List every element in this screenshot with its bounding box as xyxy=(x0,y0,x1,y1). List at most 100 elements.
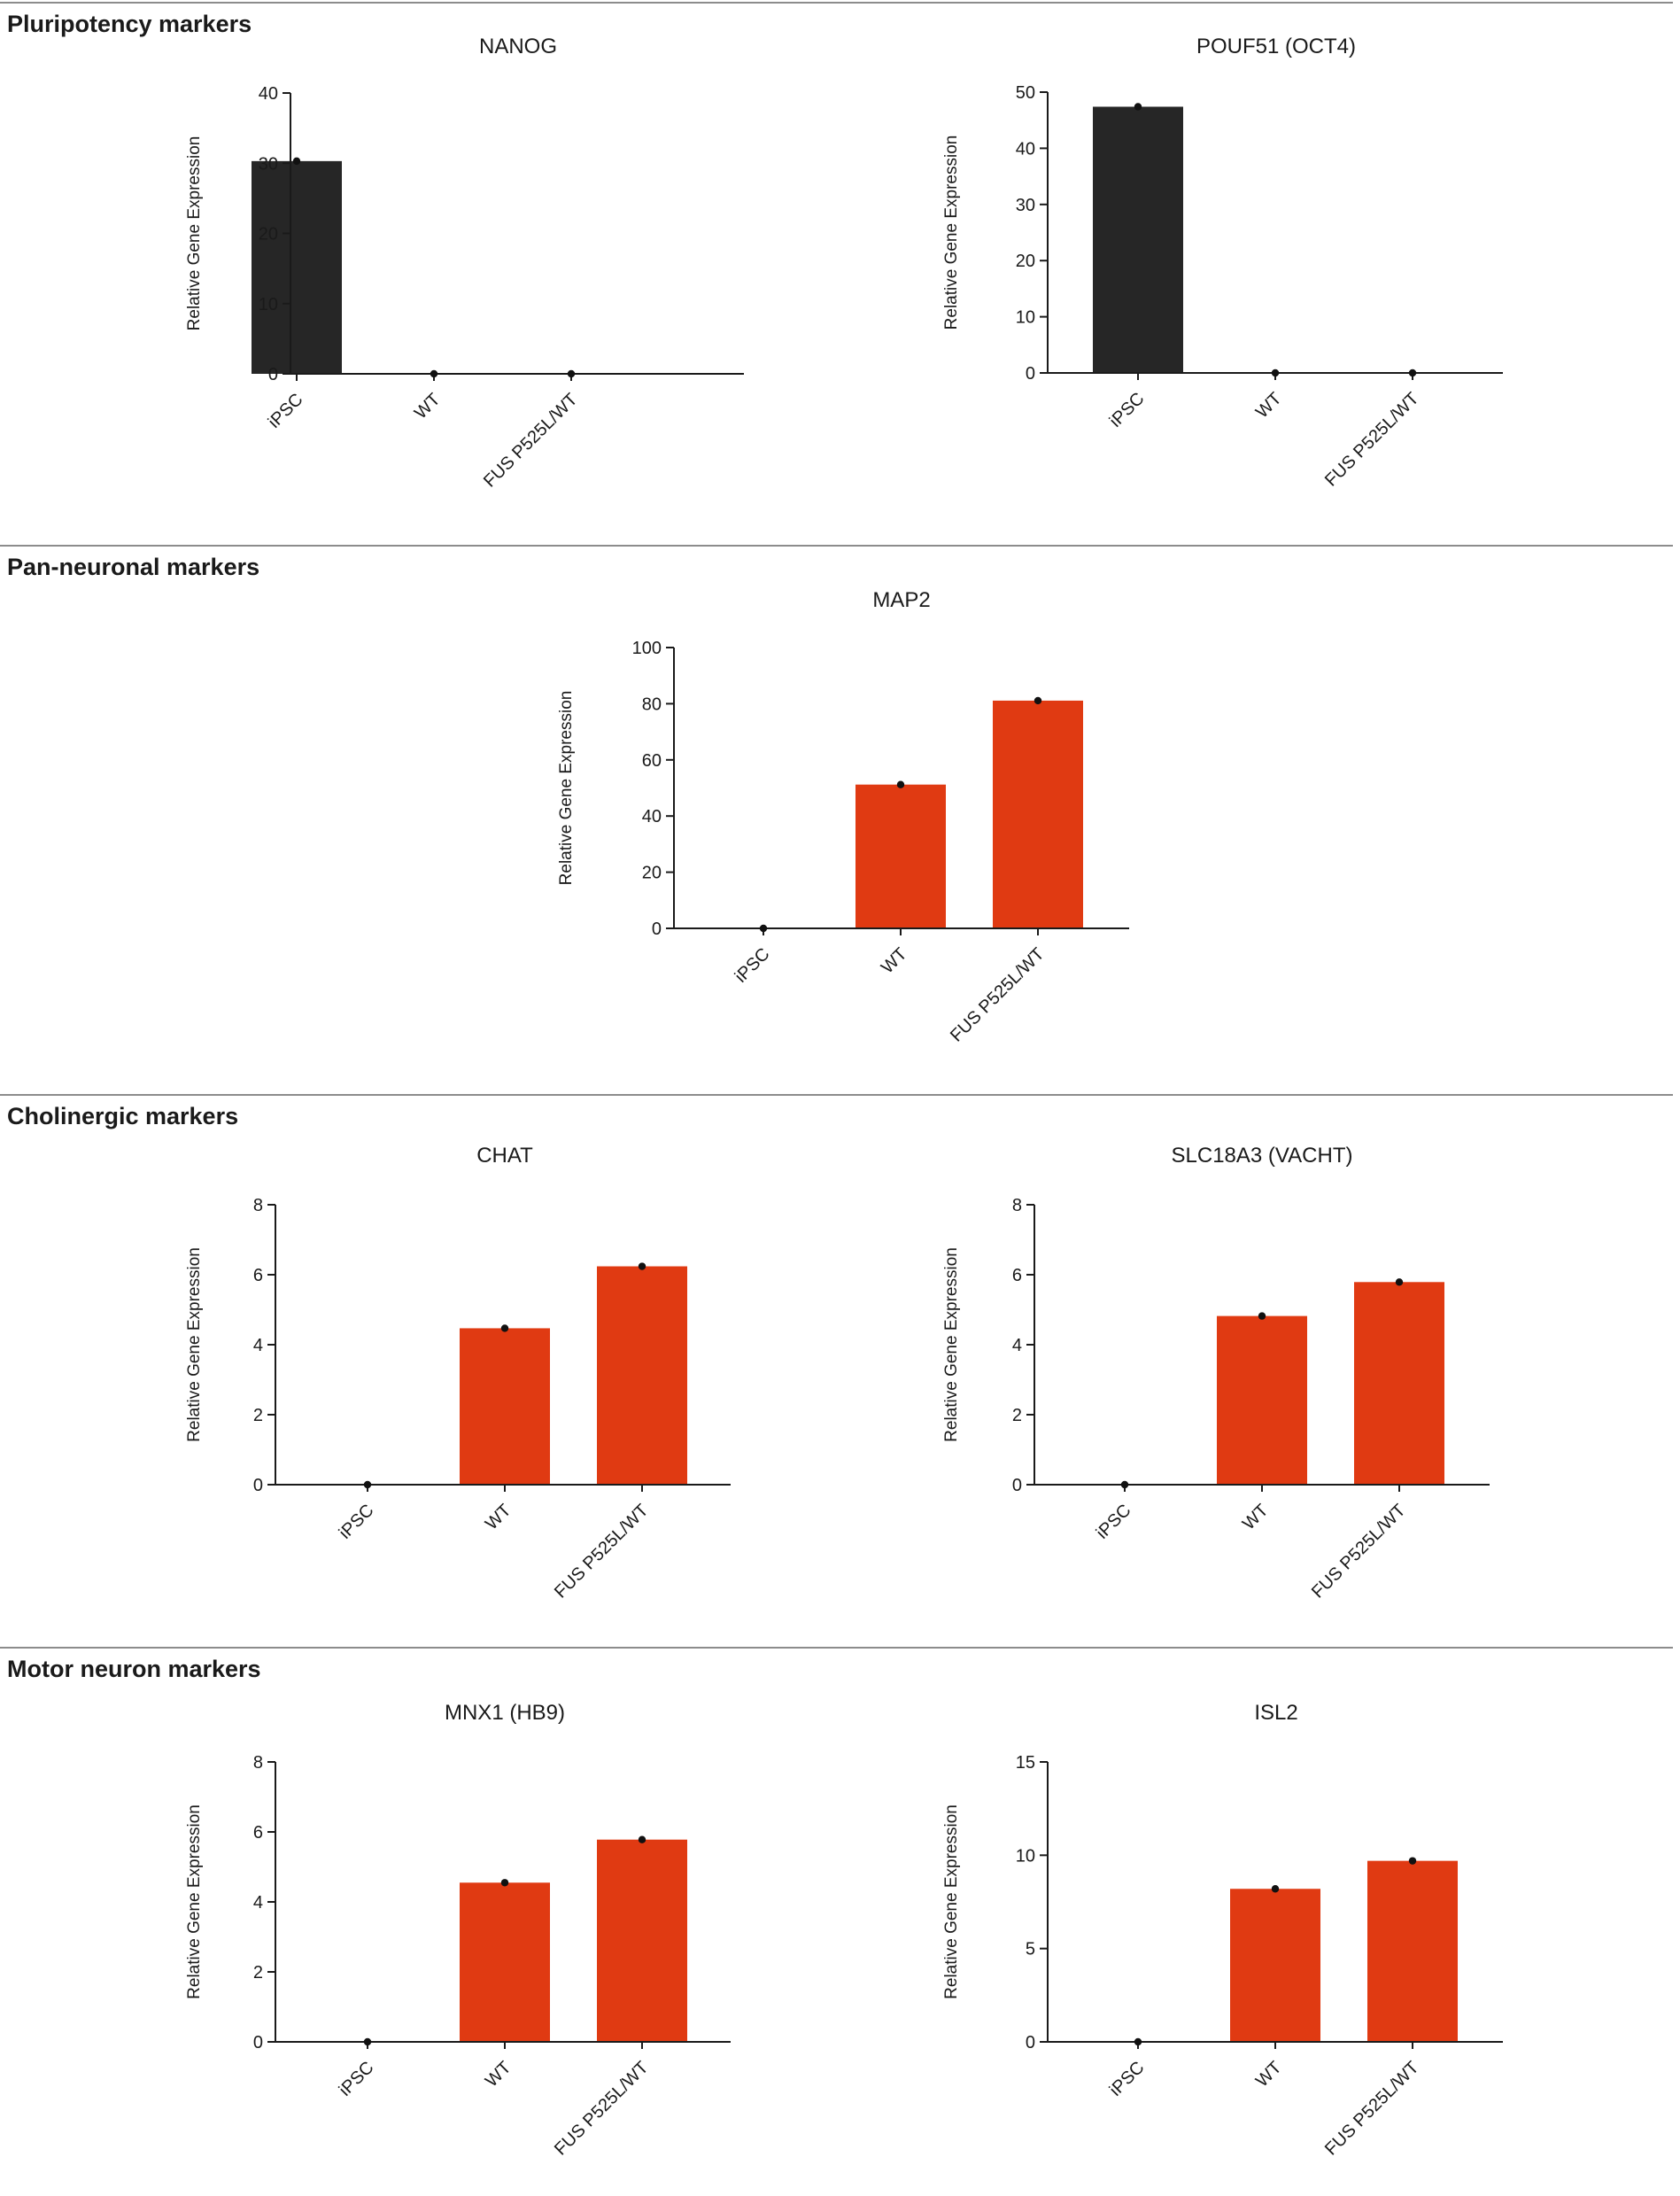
y-tick-label: 4 xyxy=(253,1336,263,1355)
y-tick-label: 6 xyxy=(253,1266,263,1285)
data-point xyxy=(1271,369,1280,377)
data-point xyxy=(1395,1278,1404,1286)
x-tick-label: FUS P525L/WT xyxy=(1321,2058,1423,2160)
data-point xyxy=(1408,369,1417,377)
bar-wt xyxy=(460,1882,550,2042)
y-tick-label: 5 xyxy=(1026,1940,1035,1959)
data-point xyxy=(896,780,905,788)
section-title: Pan-neuronal markers xyxy=(7,554,260,580)
data-point xyxy=(363,1480,372,1489)
bar-ipsc xyxy=(252,160,342,374)
y-axis-label: Relative Gene Expression xyxy=(185,1247,204,1442)
data-point xyxy=(1271,1885,1280,1893)
data-point xyxy=(500,1324,509,1332)
bar-fus-p525l-wt xyxy=(993,700,1083,928)
section-divider xyxy=(0,1647,1673,1649)
y-tick-label: 8 xyxy=(253,1753,263,1773)
y-tick-label: 100 xyxy=(632,639,662,658)
bar-fus-p525l-wt xyxy=(597,1839,687,2042)
y-tick-label: 0 xyxy=(253,1476,263,1495)
bar-fus-p525l-wt xyxy=(1354,1282,1444,1485)
y-tick-label: 60 xyxy=(642,751,662,771)
section-title: Cholinergic markers xyxy=(7,1103,239,1129)
y-tick-label: 2 xyxy=(253,1406,263,1425)
bar-wt xyxy=(855,784,946,928)
y-tick-label: 0 xyxy=(1026,2033,1035,2052)
y-axis-label: Relative Gene Expression xyxy=(942,136,961,330)
data-point xyxy=(759,924,768,933)
y-tick-label: 20 xyxy=(1016,252,1035,271)
section-divider xyxy=(0,2,1673,4)
y-tick-label: 40 xyxy=(259,84,278,104)
chart-title: SLC18A3 (VACHT) xyxy=(1172,1144,1353,1168)
bar-wt xyxy=(460,1328,550,1485)
y-tick-label: 6 xyxy=(1012,1266,1022,1285)
y-tick-label: 10 xyxy=(259,295,278,314)
y-axis-label: Relative Gene Expression xyxy=(942,1247,961,1442)
y-tick-label: 0 xyxy=(652,920,662,939)
y-tick-label: 40 xyxy=(642,807,662,826)
data-point xyxy=(567,369,576,378)
y-axis-label: Relative Gene Expression xyxy=(942,1804,961,1999)
y-tick-label: 6 xyxy=(253,1823,263,1843)
data-point xyxy=(1408,1857,1417,1865)
data-point xyxy=(1034,696,1042,705)
y-tick-label: 0 xyxy=(1012,1476,1022,1495)
data-point xyxy=(1134,2037,1142,2046)
y-axis-label: Relative Gene Expression xyxy=(557,691,576,886)
y-axis-label: Relative Gene Expression xyxy=(185,136,204,331)
section-title: Motor neuron markers xyxy=(7,1656,261,1682)
y-axis-label: Relative Gene Expression xyxy=(185,1804,204,1999)
data-point xyxy=(1120,1480,1129,1489)
x-tick-label: WT xyxy=(1252,2058,1286,2091)
data-point xyxy=(363,2037,372,2046)
y-tick-label: 30 xyxy=(1016,196,1035,215)
y-tick-label: 20 xyxy=(259,225,278,244)
chart-title: CHAT xyxy=(476,1144,533,1168)
bar-wt xyxy=(1230,1889,1320,2042)
y-tick-label: 8 xyxy=(1012,1196,1022,1215)
y-tick-label: 10 xyxy=(1016,308,1035,328)
chart-title: MNX1 (HB9) xyxy=(445,1701,565,1725)
y-tick-label: 50 xyxy=(1016,83,1035,103)
y-tick-label: 10 xyxy=(1016,1846,1035,1866)
data-point xyxy=(638,1835,646,1843)
y-tick-label: 15 xyxy=(1016,1753,1035,1773)
data-point xyxy=(1258,1312,1266,1320)
data-point xyxy=(638,1262,646,1270)
chart-title: MAP2 xyxy=(872,588,930,612)
x-tick-label: iPSC xyxy=(1106,2058,1149,2100)
y-tick-label: 40 xyxy=(1016,139,1035,159)
bar-fus-p525l-wt xyxy=(1367,1860,1458,2042)
section-title: Pluripotency markers xyxy=(7,11,252,37)
bar-wt xyxy=(1217,1315,1307,1485)
y-tick-label: 0 xyxy=(1026,364,1035,384)
bar-ipsc xyxy=(1093,106,1183,373)
y-tick-label: 4 xyxy=(1012,1336,1022,1355)
chart-title: NANOG xyxy=(479,35,557,58)
data-point xyxy=(500,1879,509,1887)
data-point xyxy=(430,369,438,378)
y-tick-label: 0 xyxy=(268,365,278,384)
chart-title: ISL2 xyxy=(1254,1701,1297,1725)
y-tick-label: 0 xyxy=(253,2033,263,2052)
section-divider xyxy=(0,545,1673,547)
data-point xyxy=(292,157,301,166)
y-tick-label: 2 xyxy=(1012,1406,1022,1425)
bar-fus-p525l-wt xyxy=(597,1266,687,1485)
y-tick-label: 20 xyxy=(642,864,662,883)
y-tick-label: 8 xyxy=(253,1196,263,1215)
y-tick-label: 2 xyxy=(253,1963,263,1983)
y-tick-label: 4 xyxy=(253,1893,263,1913)
section-divider xyxy=(0,1094,1673,1096)
chart-title: POUF51 (OCT4) xyxy=(1196,35,1356,58)
data-point xyxy=(1134,103,1142,111)
y-tick-label: 30 xyxy=(259,154,278,174)
